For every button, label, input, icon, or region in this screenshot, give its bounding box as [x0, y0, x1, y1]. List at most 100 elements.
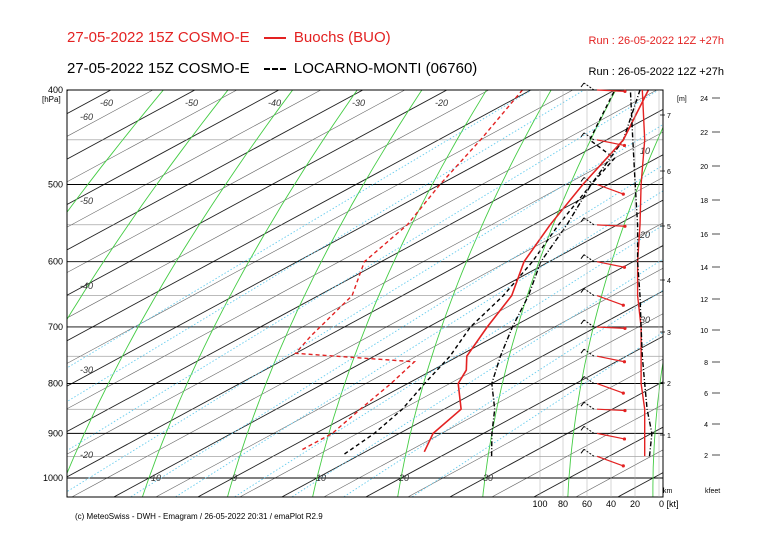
- kfeet-tick-label: 6: [704, 391, 708, 398]
- dry-adiabat-line: [567, 126, 663, 497]
- series2-wind-barb-flag: [580, 82, 585, 88]
- temperature-label-left: -40: [80, 281, 93, 291]
- series2-wind-speed-line: [629, 89, 653, 457]
- mixing-ratio-line: [233, 224, 663, 497]
- series1-wind-speed-line: [636, 89, 646, 457]
- temperature-label-top: -40: [268, 98, 281, 108]
- temperature-label-left: -20: [80, 450, 93, 460]
- series1-wind-barb: [596, 89, 625, 92]
- isotherm-line: [67, 90, 364, 251]
- series1-dewpoint-line: [294, 90, 523, 451]
- isotherm-line: [67, 154, 663, 478]
- copyright-text: (c) MeteoSwiss - DWH - Emagram / 26-05-2…: [75, 512, 323, 521]
- isotherm-line: [364, 335, 663, 497]
- series1-wind-barb-head: [623, 224, 627, 228]
- kfeet-tick-label: 24: [700, 96, 708, 103]
- series2-wind-barb: [583, 401, 595, 410]
- mixing-ratio-line: [174, 190, 663, 497]
- dry-adiabat-line: [482, 90, 617, 497]
- series2-wind-barb: [583, 82, 595, 91]
- pressure-tick-label: 500: [48, 179, 63, 189]
- isotherm-line: [155, 222, 663, 497]
- mixing-ratio-line: [67, 90, 585, 403]
- mixing-ratio-line: [411, 331, 663, 497]
- isotherm-line: [407, 358, 663, 497]
- kfeet-tick-label: 14: [700, 265, 708, 272]
- isotherm-line: [67, 90, 322, 228]
- series2-wind-barb-flag: [580, 448, 585, 454]
- series1-wind-barb-head: [621, 303, 625, 307]
- isotherm-line: [67, 90, 154, 137]
- dry-adiabat-line: [652, 359, 663, 497]
- wind-tick-label: 80: [558, 499, 568, 509]
- isotherm-line: [67, 108, 663, 433]
- series2-wind-barb-flag: [580, 401, 585, 407]
- isotherm-line: [280, 290, 663, 497]
- mixing-ratio-line: [291, 258, 663, 497]
- series1-wind-barb-head: [623, 89, 627, 93]
- wind-tick-label: 100: [532, 499, 547, 509]
- series1-wind-barb: [596, 355, 625, 363]
- kfeet-tick-label: 8: [704, 360, 708, 367]
- dry-adiabat-line: [67, 90, 294, 475]
- kfeet-tick-label: 16: [700, 232, 708, 239]
- height-tick-label: 5: [667, 224, 671, 231]
- series1-wind-barb: [596, 326, 625, 329]
- run-info-series1: Run : 26-05-2022 12Z +27h: [588, 35, 724, 47]
- height-tick-label: 2: [667, 381, 671, 388]
- series2-wind-barb-flag: [580, 348, 585, 354]
- series1-wind-barb: [596, 382, 624, 394]
- series1-wind-barb-head: [623, 408, 627, 413]
- kfeet-tick-label: 22: [700, 130, 708, 137]
- height-axis-label: [m]: [677, 96, 687, 103]
- series2-wind-barb-flag: [580, 132, 585, 138]
- temperature-label-bottom: -10: [148, 473, 161, 483]
- isotherm-line: [67, 90, 406, 273]
- series2-wind-barb: [583, 288, 595, 296]
- dry-adiabat-line: [67, 90, 164, 213]
- series1-wind-barb-head: [622, 265, 627, 269]
- temperature-label-top: -30: [352, 98, 365, 108]
- title-series2-text: 27-05-2022 15Z COSMO-E: [67, 60, 250, 77]
- mixing-ratio-line: [342, 289, 663, 497]
- series1-wind-barb-head: [621, 192, 625, 196]
- isotherm-line: [67, 90, 112, 115]
- isotherm-line: [323, 313, 663, 497]
- series2-wind-barb: [583, 348, 595, 357]
- kfeet-tick-label: 4: [704, 422, 708, 429]
- mixing-ratio-line: [67, 124, 663, 493]
- height-tick-label: 6: [667, 169, 671, 176]
- series1-wind-barb-head: [622, 360, 627, 364]
- temperature-label-bottom: 10: [316, 473, 326, 483]
- isotherm-line: [0, 12, 86, 541]
- isotherm-line: [67, 90, 238, 183]
- series1-wind-barb: [596, 224, 625, 227]
- temperature-label-bottom: 20: [398, 473, 409, 483]
- plot-frame: [66, 89, 664, 498]
- series1-wind-barb: [596, 183, 624, 195]
- dry-adiabat-line: [312, 90, 488, 497]
- series1-wind-barb-head: [622, 143, 627, 148]
- series2-wind-barb: [583, 448, 595, 457]
- isotherm-line: [67, 90, 574, 364]
- isotherm-line: [448, 381, 663, 497]
- wind-tick-label: 20: [630, 499, 640, 509]
- series1-wind-barb: [596, 139, 625, 147]
- legend-series2-label: LOCARNO-MONTI (06760): [293, 60, 478, 77]
- isotherm-line: [67, 90, 616, 387]
- temperature-label-left: -50: [80, 196, 93, 206]
- isotherm-line: [67, 90, 196, 160]
- series1-wind-barb: [596, 408, 625, 412]
- isotherm-line: [491, 404, 663, 497]
- title-series1-text: 27-05-2022 15Z COSMO-E: [67, 29, 250, 46]
- series1-wind-barb-head: [623, 326, 627, 330]
- isotherm-line: [0, 12, 128, 541]
- isotherm-line: [532, 426, 663, 497]
- title-series1: 27-05-2022 15Z COSMO-E Buochs (BUO): [67, 29, 391, 46]
- series1-wind-barb-head: [622, 437, 627, 441]
- isotherm-line: [112, 199, 663, 497]
- title-series2: 27-05-2022 15Z COSMO-E LOCARNO-MONTI (06…: [67, 60, 477, 77]
- isotherm-line: [196, 245, 663, 497]
- pressure-axis-label: [hPa]: [42, 95, 61, 104]
